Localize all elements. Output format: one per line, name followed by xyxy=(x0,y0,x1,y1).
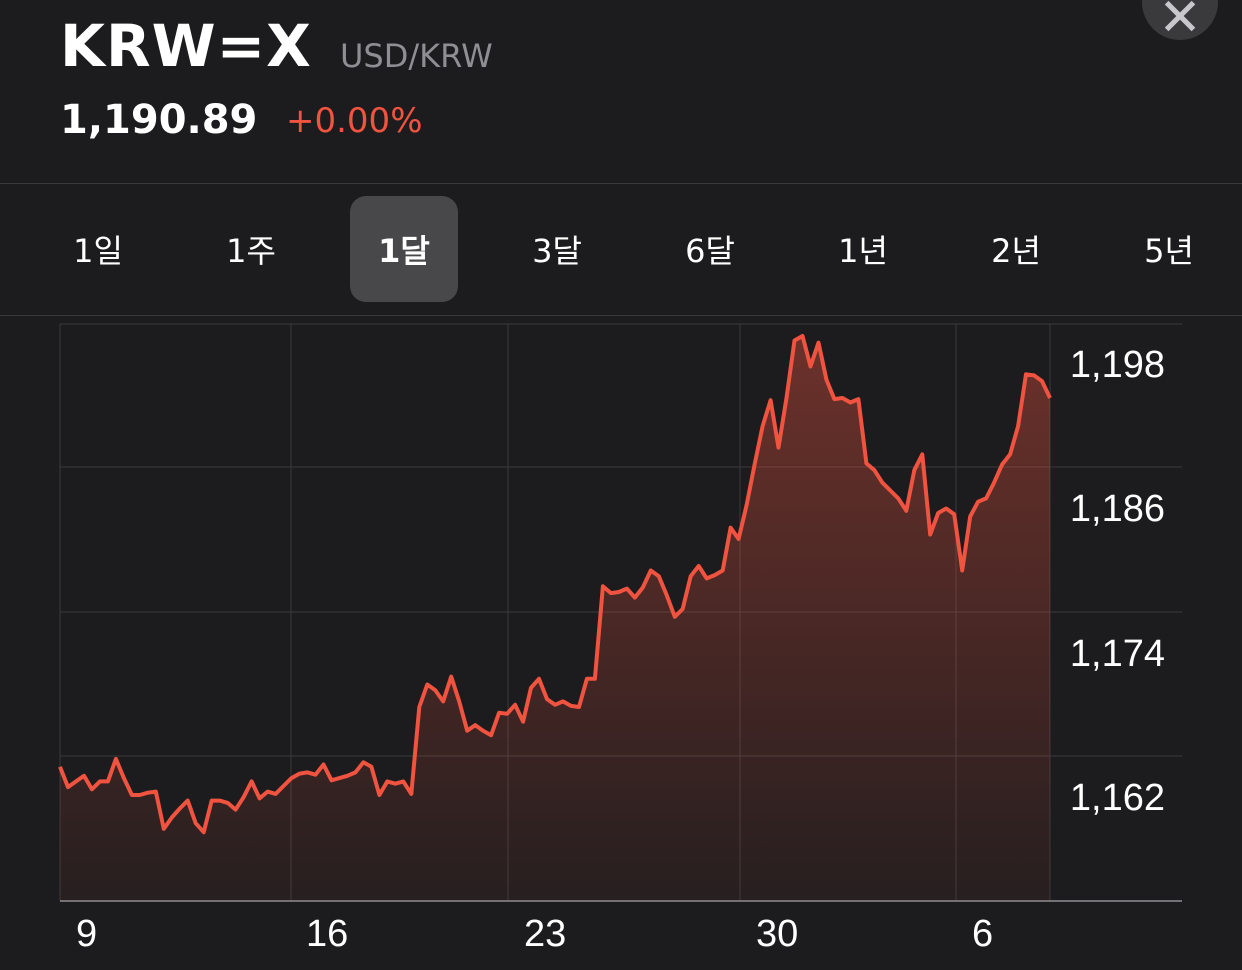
tab-5-year[interactable]: 5년 xyxy=(1144,232,1194,270)
time-range-tabs: 1일 1주 1달 3달 6달 1년 2년 5년 xyxy=(0,184,1242,316)
tab-1-year[interactable]: 1년 xyxy=(838,232,888,270)
price-change-percent: +0.00% xyxy=(286,101,423,141)
tab-1-month[interactable]: 1달 xyxy=(350,196,458,302)
tab-2-year[interactable]: 2년 xyxy=(991,232,1041,270)
x-axis-tick-label: 6 xyxy=(972,913,993,955)
close-icon: ✕ xyxy=(1158,0,1202,48)
price-line xyxy=(58,334,1052,835)
tab-1-week[interactable]: 1주 xyxy=(226,232,276,270)
price-area-fill xyxy=(60,336,1050,901)
tab-3-month[interactable]: 3달 xyxy=(532,232,582,270)
price-chart[interactable]: 1,198 1,186 1,174 1,162 9 16 23 30 6 xyxy=(0,316,1242,970)
x-axis-tick-label: 9 xyxy=(76,913,97,955)
tab-1-day[interactable]: 1일 xyxy=(73,232,123,270)
header-divider xyxy=(0,183,1242,184)
close-button[interactable]: ✕ xyxy=(1142,0,1218,44)
x-axis-tick-label: 30 xyxy=(756,913,798,955)
quote-header: KRW=X USD/KRW 1,190.89 +0.00% ✕ xyxy=(0,0,1242,184)
current-price: 1,190.89 xyxy=(60,97,258,143)
y-axis-tick-label: 1,162 xyxy=(1070,777,1165,819)
x-axis-tick-label: 16 xyxy=(306,913,348,955)
currency-pair-label: USD/KRW xyxy=(340,37,493,75)
price-chart-svg: 1,198 1,186 1,174 1,162 9 16 23 30 6 xyxy=(58,323,1182,955)
y-axis-tick-label: 1,174 xyxy=(1070,633,1165,675)
tabs-divider xyxy=(0,315,1242,316)
y-axis-tick-label: 1,198 xyxy=(1070,344,1165,386)
ticker-symbol: KRW=X xyxy=(60,12,312,80)
y-axis-tick-label: 1,186 xyxy=(1070,488,1165,530)
tab-6-month[interactable]: 6달 xyxy=(685,232,735,270)
x-axis-tick-label: 23 xyxy=(524,913,566,955)
